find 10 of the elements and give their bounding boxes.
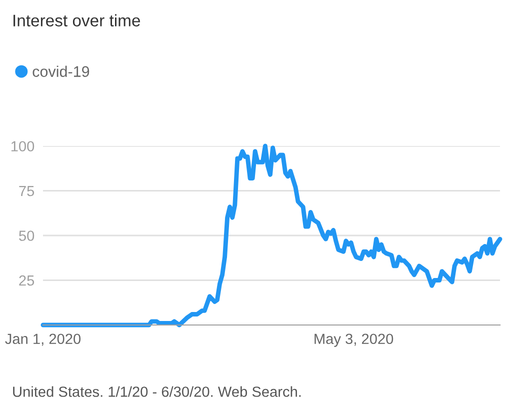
chart-title: Interest over time [14, 14, 140, 26]
y-tick-label: 25 [19, 275, 34, 286]
y-tick-label: 100 [11, 141, 34, 152]
legend-label: covid-19 [32, 66, 90, 77]
x-tick-label: Jan 1, 2020 [5, 334, 81, 346]
y-tick-label: 75 [19, 186, 34, 196]
text: United States. 1/1/20 - 6/30/20. Web Search. [13, 386, 301, 397]
line-series [40, 144, 502, 328]
x-tick-label: May 3, 2020 [314, 334, 394, 347]
y-tick-label: 50 [19, 230, 34, 241]
